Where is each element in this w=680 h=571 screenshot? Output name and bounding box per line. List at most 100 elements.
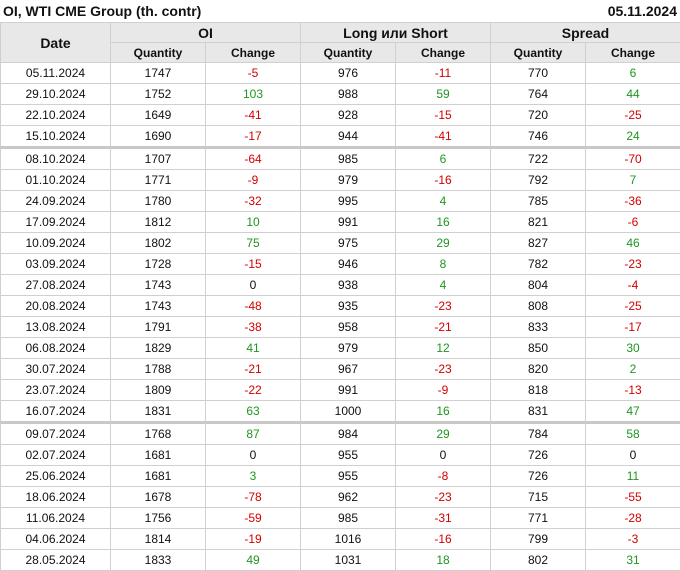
oi-table: Date OI Long или Short Spread Quantity C… <box>0 22 680 571</box>
cell-long-quantity: 955 <box>301 466 396 487</box>
cell-long-change: -23 <box>396 296 491 317</box>
cell-oi-change: 0 <box>206 275 301 296</box>
cell-date: 28.05.2024 <box>1 550 111 571</box>
cell-spread-quantity: 792 <box>491 170 586 191</box>
cell-oi-change: 10 <box>206 212 301 233</box>
cell-long-change: 4 <box>396 191 491 212</box>
cell-spread-change: 24 <box>586 126 680 148</box>
cell-spread-quantity: 818 <box>491 380 586 401</box>
cell-long-change: 4 <box>396 275 491 296</box>
cell-spread-change: -13 <box>586 380 680 401</box>
cell-spread-quantity: 831 <box>491 401 586 423</box>
cell-oi-quantity: 1681 <box>111 466 206 487</box>
cell-spread-change: 44 <box>586 84 680 105</box>
header-spread-change: Change <box>586 43 680 63</box>
cell-long-change: -21 <box>396 317 491 338</box>
cell-long-change: -15 <box>396 105 491 126</box>
cell-long-change: -16 <box>396 170 491 191</box>
cell-oi-change: -22 <box>206 380 301 401</box>
table-title: OI, WTI CME Group (th. contr) <box>3 3 201 19</box>
cell-oi-change: -5 <box>206 63 301 84</box>
cell-long-change: 16 <box>396 212 491 233</box>
cell-long-quantity: 985 <box>301 148 396 170</box>
cell-oi-quantity: 1812 <box>111 212 206 233</box>
cell-long-quantity: 984 <box>301 423 396 445</box>
cell-long-change: 8 <box>396 254 491 275</box>
cell-oi-change: -9 <box>206 170 301 191</box>
cell-long-quantity: 1031 <box>301 550 396 571</box>
cell-oi-quantity: 1752 <box>111 84 206 105</box>
cell-date: 23.07.2024 <box>1 380 111 401</box>
cell-oi-quantity: 1690 <box>111 126 206 148</box>
cell-oi-change: 75 <box>206 233 301 254</box>
cell-long-quantity: 928 <box>301 105 396 126</box>
cell-date: 03.09.2024 <box>1 254 111 275</box>
cell-long-quantity: 991 <box>301 212 396 233</box>
cell-long-quantity: 985 <box>301 508 396 529</box>
cell-spread-quantity: 722 <box>491 148 586 170</box>
cell-long-change: -16 <box>396 529 491 550</box>
title-bar: OI, WTI CME Group (th. contr) 05.11.2024 <box>0 0 680 22</box>
cell-long-quantity: 967 <box>301 359 396 380</box>
cell-spread-change: 11 <box>586 466 680 487</box>
cell-spread-change: 58 <box>586 423 680 445</box>
cell-oi-change: -21 <box>206 359 301 380</box>
cell-long-change: -9 <box>396 380 491 401</box>
cell-oi-quantity: 1833 <box>111 550 206 571</box>
cell-date: 17.09.2024 <box>1 212 111 233</box>
cell-oi-change: -48 <box>206 296 301 317</box>
cell-spread-change: 47 <box>586 401 680 423</box>
cell-spread-quantity: 827 <box>491 233 586 254</box>
cell-long-quantity: 979 <box>301 170 396 191</box>
cell-spread-quantity: 715 <box>491 487 586 508</box>
cell-spread-change: -17 <box>586 317 680 338</box>
cell-long-change: 29 <box>396 233 491 254</box>
cell-date: 15.10.2024 <box>1 126 111 148</box>
cell-oi-quantity: 1791 <box>111 317 206 338</box>
cell-spread-change: 0 <box>586 445 680 466</box>
cell-oi-quantity: 1771 <box>111 170 206 191</box>
cell-long-change: -8 <box>396 466 491 487</box>
header-oi: OI <box>111 23 301 43</box>
cell-spread-quantity: 726 <box>491 466 586 487</box>
cell-date: 30.07.2024 <box>1 359 111 380</box>
cell-spread-quantity: 726 <box>491 445 586 466</box>
cell-spread-quantity: 720 <box>491 105 586 126</box>
cell-long-change: 59 <box>396 84 491 105</box>
cell-long-change: -23 <box>396 487 491 508</box>
header-date: Date <box>1 23 111 63</box>
cell-oi-change: -17 <box>206 126 301 148</box>
cell-long-quantity: 946 <box>301 254 396 275</box>
cell-spread-change: 7 <box>586 170 680 191</box>
cell-date: 24.09.2024 <box>1 191 111 212</box>
cell-oi-change: 0 <box>206 445 301 466</box>
cell-oi-change: -19 <box>206 529 301 550</box>
cell-oi-quantity: 1756 <box>111 508 206 529</box>
header-spread-quantity: Quantity <box>491 43 586 63</box>
cell-spread-change: -70 <box>586 148 680 170</box>
cell-spread-quantity: 746 <box>491 126 586 148</box>
cell-spread-quantity: 784 <box>491 423 586 445</box>
cell-spread-change: 6 <box>586 63 680 84</box>
cell-long-change: -41 <box>396 126 491 148</box>
cell-spread-change: 31 <box>586 550 680 571</box>
cell-long-change: 12 <box>396 338 491 359</box>
cell-long-quantity: 962 <box>301 487 396 508</box>
cell-long-quantity: 979 <box>301 338 396 359</box>
cell-oi-change: -38 <box>206 317 301 338</box>
cell-spread-change: -25 <box>586 105 680 126</box>
